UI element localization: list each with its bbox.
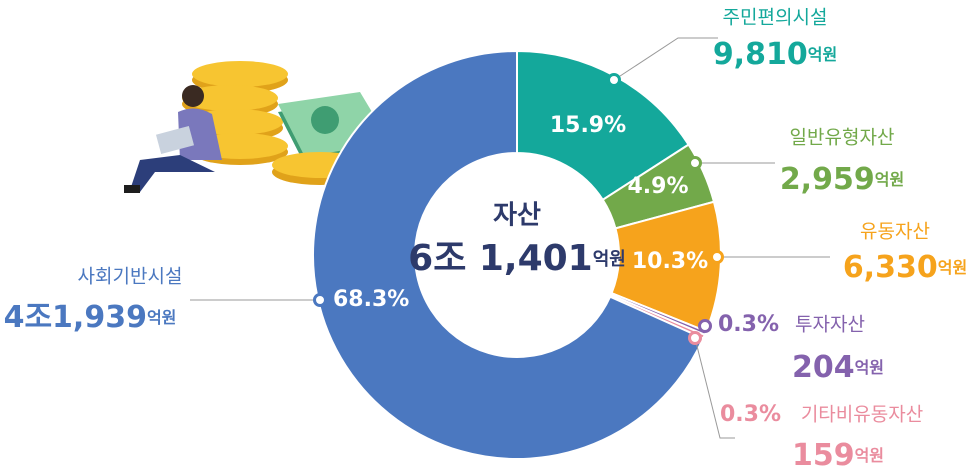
percent-label: 4.9% xyxy=(627,174,688,199)
total-value: 6조 1,401 xyxy=(408,238,593,279)
infographic: 자산 6조 1,401억원 15.9%주민편의시설9,810억원4.9%일반유형… xyxy=(0,0,974,471)
amount-value: 159 xyxy=(792,438,855,471)
center-total: 6조 1,401억원 xyxy=(408,238,626,279)
leader-dot xyxy=(315,295,326,306)
leader-dot xyxy=(700,321,711,332)
category-name: 기타비유동자산 xyxy=(801,404,923,426)
leader-dot xyxy=(690,158,701,169)
amount-unit: 억원 xyxy=(938,258,967,277)
leader-line xyxy=(614,38,718,80)
percent-label: 15.9% xyxy=(550,113,626,138)
amount-unit: 억원 xyxy=(855,358,884,377)
amount-label: 204억원 xyxy=(792,350,884,385)
category-name: 유동자산 xyxy=(860,221,930,243)
center-title: 자산 xyxy=(493,201,541,231)
leader-dot xyxy=(690,333,701,344)
amount-label: 2,959억원 xyxy=(780,162,904,197)
amount-value: 9,810 xyxy=(713,37,808,72)
leader-dot xyxy=(712,252,723,263)
percent-label: 0.3% xyxy=(718,312,779,337)
percent-label: 10.3% xyxy=(632,249,708,274)
amount-value: 6,330 xyxy=(843,250,938,285)
amount-unit: 억원 xyxy=(875,170,904,189)
category-name: 일반유형자산 xyxy=(790,127,895,149)
percent-label: 68.3% xyxy=(333,287,409,312)
amount-unit: 억원 xyxy=(808,45,837,64)
amount-unit: 억원 xyxy=(147,308,176,327)
amount-unit: 억원 xyxy=(855,446,884,465)
amount-label: 4조1,939억원 xyxy=(4,300,177,335)
category-name: 주민편의시설 xyxy=(723,7,828,29)
total-unit: 억원 xyxy=(593,249,626,270)
percent-label: 0.3% xyxy=(720,402,781,427)
amount-value: 2,959 xyxy=(780,162,875,197)
category-name: 사회기반시설 xyxy=(78,266,183,288)
amount-value: 204 xyxy=(792,350,855,385)
amount-value: 4조1,939 xyxy=(4,300,147,335)
amount-label: 6,330억원 xyxy=(843,250,967,285)
amount-label: 9,810억원 xyxy=(713,37,837,72)
amount-label: 159억원 xyxy=(792,438,884,471)
category-name: 투자자산 xyxy=(795,314,865,336)
leader-dot xyxy=(609,75,620,86)
